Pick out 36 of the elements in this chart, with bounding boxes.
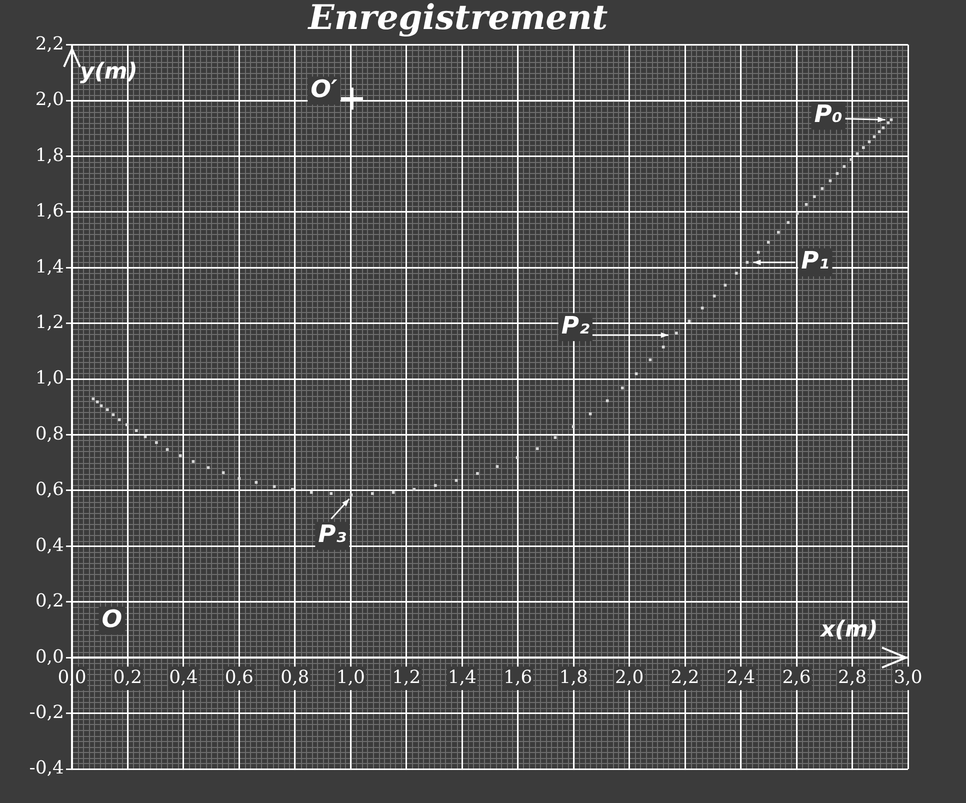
y-tick-label: 0,0 [35, 646, 64, 668]
x-tick-label: 2,4 [726, 667, 756, 688]
chart-title: Enregistrement [307, 0, 608, 38]
x-tick-label: 2,0 [615, 667, 644, 688]
y-tick-label: 0,4 [35, 534, 64, 556]
y-tick-label: 2,2 [35, 33, 64, 54]
x-tick-label: 1,8 [559, 667, 588, 688]
y-tick-label: 1,0 [35, 368, 64, 389]
x-tick-label: 2,2 [670, 667, 700, 688]
x-tick-label: 1,0 [336, 667, 365, 688]
annotation: O [102, 604, 122, 633]
annotation: O′ [310, 74, 338, 103]
x-tick-label: 3,0 [894, 667, 922, 688]
y-tick-label: 2,0 [35, 89, 64, 110]
y-tick-label: 0,2 [35, 590, 64, 612]
annotation: P₂ [561, 311, 590, 340]
y-tick-label: 1,8 [35, 144, 64, 166]
x-tick-label: 0,2 [113, 667, 142, 688]
x-tick-label: 2,6 [782, 667, 811, 688]
x-tick-label: 0,8 [280, 667, 310, 688]
y-tick-label: -0,4 [29, 758, 64, 779]
annotation: P₃ [318, 520, 347, 548]
x-tick-label: 0,6 [224, 667, 254, 688]
y-tick-label: 0,6 [35, 479, 64, 500]
annotation: P₁ [801, 246, 830, 275]
x-tick-label: 1,2 [392, 667, 421, 688]
y-tick-label: 1,6 [35, 200, 64, 222]
y-tick-label: 1,2 [35, 312, 64, 334]
y-tick-label: 0,8 [35, 423, 64, 444]
x-tick-label: 1,4 [448, 667, 476, 688]
x-tick-label: 2,8 [838, 667, 867, 688]
y-tick-label: 1,4 [35, 256, 64, 278]
y-tick-label: -0,2 [29, 702, 64, 723]
annotation: P₀ [814, 100, 843, 128]
x-tick-label: 1,6 [504, 667, 532, 688]
x-tick-label: 0,4 [169, 667, 198, 688]
